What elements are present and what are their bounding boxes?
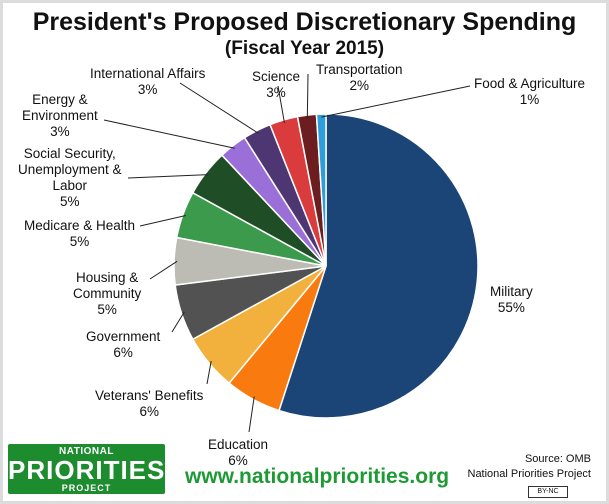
label-housing-community: Housing & Community 5% [73,270,142,317]
leader-line-medicare-health [139,215,186,227]
source-note: Source: OMB National Priorities Project [467,453,592,480]
label-food-agriculture: Food & Agriculture 1% [474,76,586,107]
pie-slice-military [278,113,479,419]
label-medicare-health: Medicare & Health 5% [24,218,136,249]
label-science: Science 3% [252,69,301,100]
label-transportation: Transportation 2% [316,62,403,93]
chart-subtitle: (Fiscal Year 2015) [224,38,385,59]
label-education: Education 6% [208,437,269,468]
leader-line-government [171,311,185,333]
leader-line-education [248,396,255,433]
chart-title: President's Proposed Discretionary Spend… [32,8,577,36]
leader-line-food-agriculture [321,85,471,118]
npp-logo: NATIONAL PRIORITIES PROJECT [8,444,166,494]
label-international-affairs: International Affairs 3% [90,66,206,97]
label-government: Government 6% [86,329,161,360]
leader-line-energy-environment [103,119,235,149]
label-veterans-benefits: Veterans' Benefits 6% [95,388,204,419]
leader-line-science [277,85,285,124]
label-energy-environment: Energy & Environment 3% [22,92,98,139]
leader-line-transportation [306,73,309,119]
leader-line-social-security-unemployment-labor [127,174,209,179]
leader-line-veterans-benefits [206,360,212,385]
pie-slice-food-agriculture [315,113,327,267]
license-badge: BY-NC [528,486,568,498]
leader-line-housing-community [149,260,178,280]
website-link[interactable]: www.nationalpriorities.org [185,465,450,488]
label-social-security: Social Security, Unemployment & Labor 5% [18,146,122,209]
label-military: Military 55% [490,284,533,315]
leader-line-international-affairs [179,82,259,134]
